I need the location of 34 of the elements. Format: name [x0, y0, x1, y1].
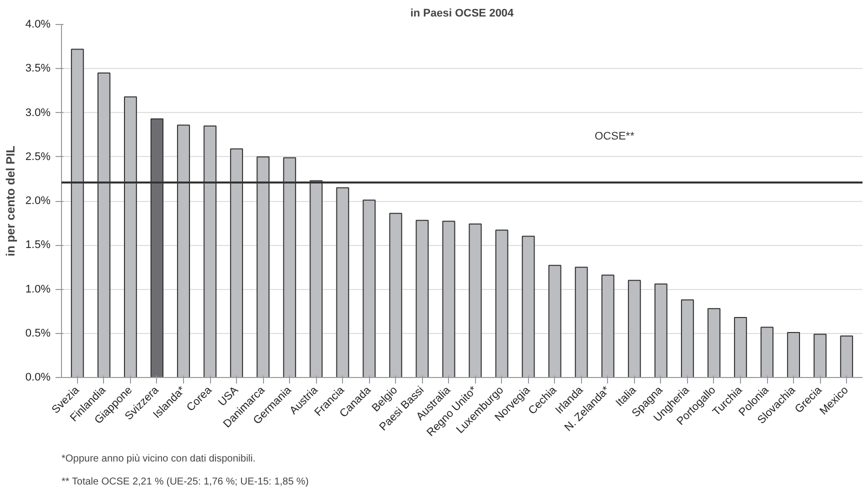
y-tick-label: 3.0% [25, 106, 51, 119]
y-tick-label: 0.0% [25, 372, 51, 384]
bar [495, 230, 508, 378]
y-tick-label: 0.5% [25, 327, 51, 340]
bar [734, 316, 747, 378]
ref-line-label: OCSE** [594, 130, 636, 142]
text: ** Totale OCSE 2,21 % (UE-25: 1,76 %; UE-15: 1,85 %) [62, 476, 309, 488]
bar [654, 283, 668, 378]
bar [389, 212, 402, 378]
bar [680, 299, 694, 378]
y-tick-label: 4.0% [25, 18, 51, 30]
bar [814, 334, 827, 378]
bar [416, 220, 429, 378]
y-axis-title: in per cento del PIL [3, 146, 18, 256]
y-tick-label: 2.5% [25, 150, 51, 163]
bar [362, 200, 376, 378]
text: *Oppure anno più vicino con dati disponibili. [62, 454, 256, 464]
y-tick-label: 1.5% [25, 239, 51, 252]
chart-title: in Paesi OCSE 2004 [410, 8, 515, 20]
y-tick-label: 1.0% [25, 283, 51, 296]
bar [574, 266, 588, 378]
bar [708, 308, 720, 378]
y-tick-label: 3.5% [25, 62, 51, 75]
bar [548, 264, 562, 378]
bar [336, 187, 350, 378]
bar [787, 332, 800, 378]
bar [468, 223, 482, 378]
bar [442, 220, 456, 378]
bar [840, 336, 854, 378]
bar [628, 280, 641, 378]
bar [522, 236, 535, 378]
y-tick-label: 2.0% [25, 195, 51, 207]
bar [760, 326, 774, 378]
bar [601, 274, 614, 378]
